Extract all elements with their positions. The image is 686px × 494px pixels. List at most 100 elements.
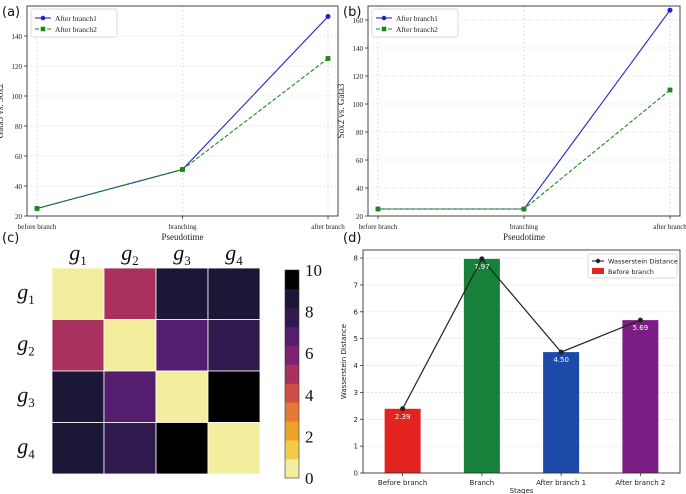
panel-c-label: (c)	[2, 231, 19, 246]
b-legend-label: After branch2	[396, 25, 438, 34]
b-legend-label: After branch1	[396, 14, 438, 23]
colorbar-segment	[285, 421, 299, 441]
b-xtick-label: before branch	[359, 223, 398, 231]
heatmap-cell	[103, 267, 157, 320]
b-ytick-label: 60	[356, 157, 364, 165]
heatmap-row-label: g3	[17, 382, 35, 410]
heatmap-cell	[155, 422, 209, 475]
d-value-label: 2.39	[395, 413, 411, 421]
a-ytick-label: 60	[15, 153, 23, 161]
d-wasserstein-point	[637, 317, 643, 323]
d-legend-marker	[595, 258, 601, 264]
heatmap-cell	[51, 370, 105, 423]
a-legend-marker	[40, 15, 46, 21]
heatmap-col-label: g2	[121, 240, 139, 268]
d-bar	[463, 258, 500, 473]
a-series-2-point	[180, 167, 185, 172]
a-xtick-label: branching	[169, 223, 197, 231]
colorbar-segment	[285, 270, 299, 290]
colorbar-segment	[285, 383, 299, 403]
colorbar-segment	[285, 307, 299, 328]
colorbar-segment	[285, 364, 299, 384]
heatmap-cell	[103, 370, 157, 423]
d-ytick-label: 6	[354, 308, 359, 316]
b-ytick-label: 120	[353, 73, 364, 81]
a-xtick-label: before branch	[18, 223, 57, 231]
a-legend-marker	[40, 26, 46, 32]
d-wasserstein-point	[479, 256, 485, 262]
panel-d-bar-chart: 0 1 2 3 4 5 6 7 8 Before branch Branch After branch…	[340, 249, 681, 494]
a-ytick-label: 20	[15, 213, 23, 221]
a-y-axis-label: Gata3 vs. Sox2	[0, 84, 5, 139]
b-ytick-label: 20	[356, 213, 364, 221]
b-ytick-label: 40	[356, 185, 364, 193]
a-legend-box	[30, 8, 118, 38]
heatmap-cell	[207, 267, 261, 320]
d-ytick-label: 2	[354, 416, 358, 424]
d-xtick-label: Before branch	[378, 479, 427, 487]
b-x-axis-label: Pseudotime	[503, 232, 545, 242]
b-series-2-point	[667, 87, 673, 93]
b-ytick-label: 100	[353, 101, 364, 109]
d-ytick-label: 5	[354, 335, 358, 343]
d-value-label: 5.69	[633, 324, 649, 332]
d-ytick-label: 1	[354, 443, 358, 451]
b-axes-frame	[367, 5, 681, 217]
heatmap-cell	[155, 370, 209, 423]
colorbar-segment	[285, 326, 299, 346]
heatmap-row-label: g4	[17, 433, 35, 461]
a-xtick-label: after branch	[311, 223, 345, 231]
panel-c-heatmap: g1 g2 g3 g4 g1 g2 g3 g4 10 8 6 4 2 0	[17, 240, 322, 488]
b-xtick-label: after branch	[653, 223, 686, 231]
heatmap-col-label: g4	[225, 240, 243, 268]
heatmap-row-label: g2	[17, 330, 35, 358]
d-legend-label: Wasserstein Distance	[608, 258, 678, 266]
heatmap-col-label: g3	[173, 240, 191, 268]
d-wasserstein-point	[400, 406, 406, 412]
heatmap-row-label: g1	[17, 279, 35, 307]
heatmap-col-label: g1	[69, 240, 87, 268]
a-ytick-label: 80	[15, 123, 23, 131]
heatmap-cell	[207, 370, 261, 423]
d-ytick-label: 4	[354, 362, 359, 370]
colorbar-tick-label: 4	[305, 386, 314, 405]
d-bar	[543, 352, 580, 473]
a-ytick-label: 120	[12, 63, 23, 71]
panel-d-label: (d)	[343, 231, 361, 246]
heatmap-cell	[103, 422, 157, 475]
b-y-axis-label: Sox2 vs. Gata3	[336, 83, 346, 138]
a-x-axis-label: Pseudotime	[162, 232, 204, 242]
d-ytick-label: 3	[354, 389, 358, 397]
b-ytick-label: 140	[353, 45, 364, 53]
a-series-2-point	[325, 56, 331, 61]
a-legend-label: After branch2	[55, 25, 97, 34]
d-xtick-label: After branch 2	[615, 479, 665, 487]
d-bar	[622, 320, 659, 473]
d-value-label: 4.50	[553, 356, 569, 364]
colorbar-segment	[285, 345, 299, 365]
heatmap-cell	[103, 319, 157, 372]
b-ytick-label: 160	[353, 17, 364, 25]
heatmap-cell	[51, 267, 105, 320]
d-legend-swatch	[592, 268, 604, 274]
panel-a-line-chart: 20 40 60 80 100 120 140 before branch branching a…	[0, 5, 345, 242]
heatmap-cell	[155, 319, 209, 372]
b-xtick-label: branching	[510, 223, 538, 231]
a-ytick-label: 40	[15, 183, 23, 191]
d-x-axis-label: Stages	[510, 487, 534, 494]
heatmap-cell	[207, 422, 261, 475]
colorbar-segment	[285, 288, 299, 309]
a-series-1-point	[325, 14, 331, 19]
a-legend-label: After branch1	[55, 14, 97, 23]
b-legend-marker	[381, 15, 387, 21]
b-series-2-point	[521, 206, 527, 212]
b-legend-box	[371, 8, 459, 38]
colorbar-segment	[285, 440, 299, 460]
panel-b-line-chart: 20 40 60 80 100 120 140 160 before branch branchi…	[336, 5, 686, 242]
d-legend-label: Before branch	[608, 268, 654, 276]
colorbar-tick-label: 8	[305, 303, 314, 322]
panel-a-label: (a)	[2, 5, 20, 20]
b-series-2-point	[375, 206, 381, 212]
colorbar-segment	[285, 402, 299, 422]
